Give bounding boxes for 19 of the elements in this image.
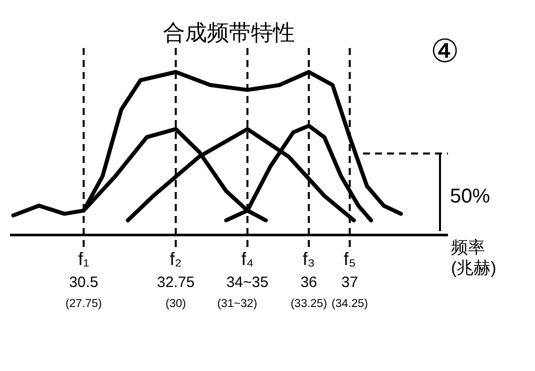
annotation: ④ — [430, 33, 460, 69]
xtick: 30.5 — [69, 274, 98, 291]
x2tick: (34.25) — [332, 298, 368, 310]
xtick: 37 — [341, 274, 358, 291]
xtick: 34~35 — [226, 274, 268, 291]
ref-label: f₂ — [170, 249, 182, 269]
ref-label: f₃ — [302, 249, 315, 269]
xtick: 36 — [300, 274, 318, 291]
xtick: 32.75 — [157, 274, 195, 291]
title: 合成频带特性 — [163, 20, 295, 45]
ref-label: f₄ — [241, 249, 254, 269]
x2tick: (31~32) — [217, 298, 258, 310]
x2tick: (33.25) — [290, 298, 328, 310]
x2tick: (30) — [166, 298, 186, 310]
xlabel: 频率 (兆赫) — [451, 238, 496, 278]
ref-label: 50% — [450, 185, 490, 208]
ref-label: f₁ — [78, 249, 90, 269]
ref-label: f₅ — [344, 249, 356, 269]
x2tick: (27.75) — [65, 298, 102, 310]
